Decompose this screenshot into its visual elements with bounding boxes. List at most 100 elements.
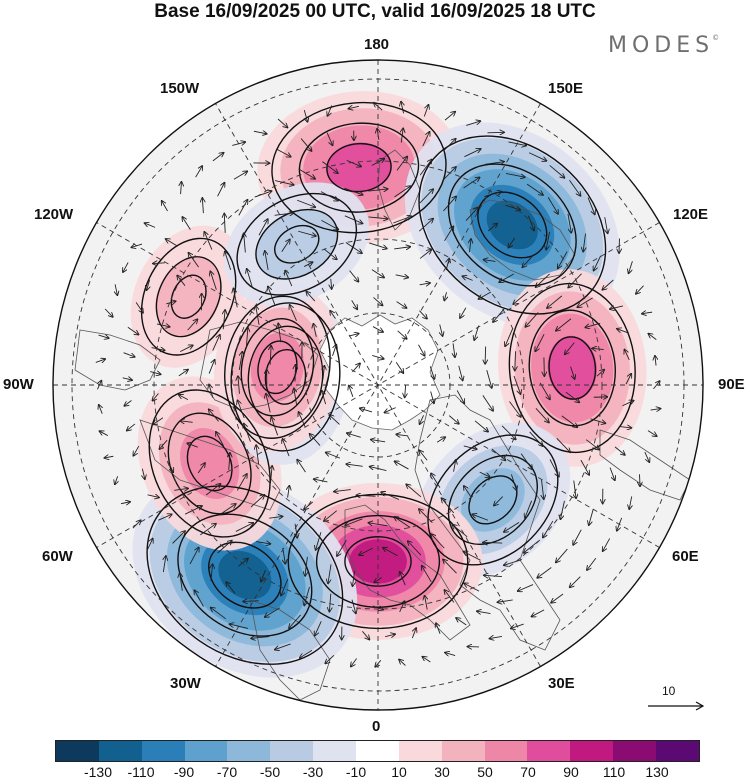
wind-arrow — [299, 412, 306, 428]
lon-label-120e: 120E — [673, 206, 709, 223]
wind-arrow — [104, 456, 114, 458]
wind-arrow — [182, 217, 191, 230]
wind-arrow — [332, 345, 337, 357]
wind-arrow — [400, 572, 406, 586]
wind-arrow — [197, 463, 205, 474]
wind-arrow — [166, 301, 175, 304]
wind-arrow — [178, 370, 188, 377]
wind-arrow — [346, 464, 363, 466]
colorbar-swatch — [313, 741, 357, 761]
isobar-line — [255, 208, 339, 280]
wind-arrow — [159, 439, 168, 449]
colorbar-tick-label: 90 — [563, 764, 579, 780]
wind-arrow — [542, 479, 544, 499]
wind-arrow — [396, 434, 409, 436]
wind-arrow — [265, 607, 281, 617]
wind-arrow — [650, 409, 661, 411]
wind-arrow — [474, 325, 480, 340]
isobar-line — [447, 163, 577, 287]
isobar-line — [298, 122, 420, 213]
wind-arrow — [147, 279, 150, 290]
lon-label-60w: 60W — [42, 548, 73, 565]
wind-arrow — [399, 601, 405, 613]
wind-arrow — [425, 596, 428, 610]
wind-arrow — [383, 548, 398, 557]
wind-arrow — [484, 192, 501, 197]
wind-arrow — [479, 291, 492, 299]
wind-arrow — [281, 240, 290, 252]
wind-arrow — [472, 514, 489, 521]
wind-arrow — [326, 452, 341, 459]
isobar-line — [468, 475, 518, 525]
wind-arrow — [629, 496, 631, 509]
wind-arrow — [594, 255, 602, 271]
wind-arrow — [551, 593, 564, 603]
wind-arrow — [443, 139, 456, 151]
wind-vectors — [95, 102, 661, 667]
wind-arrow — [225, 252, 232, 270]
isobar-line — [224, 295, 331, 439]
wind-arrow — [590, 418, 605, 423]
wind-arrow — [349, 106, 360, 108]
colorbar-swatch — [141, 741, 185, 761]
wind-arrow — [313, 324, 316, 337]
wind-arrow — [168, 462, 173, 472]
graticule — [53, 60, 703, 710]
isobar-line — [155, 256, 222, 338]
wind-arrow — [294, 388, 297, 406]
wind-arrow — [648, 334, 657, 340]
wind-arrow — [285, 271, 293, 287]
wind-arrow — [484, 260, 496, 262]
wind-arrow — [448, 415, 459, 424]
wind-arrow — [605, 217, 608, 233]
wind-arrow — [216, 432, 225, 447]
anomaly-contour — [155, 256, 222, 338]
wind-arrow — [349, 386, 354, 397]
wind-arrow — [535, 407, 549, 422]
wind-arrow — [539, 382, 550, 400]
wind-arrow — [546, 231, 551, 250]
wind-arrow — [270, 346, 271, 365]
wind-arrow — [334, 490, 351, 492]
wind-arrow — [419, 250, 431, 259]
wind-arrow — [585, 322, 601, 327]
wind-arrow — [477, 611, 491, 613]
wind-arrow — [243, 601, 259, 602]
wind-arrow — [142, 468, 144, 479]
wind-arrow — [180, 573, 183, 591]
wind-arrow — [306, 292, 316, 302]
wind-arrow — [162, 201, 168, 212]
wind-arrow — [442, 167, 455, 181]
wind-arrow — [189, 548, 199, 565]
wind-arrow — [561, 415, 577, 427]
wind-arrow — [124, 400, 132, 406]
wind-arrow — [238, 376, 240, 394]
lon-label-90w: 90W — [3, 376, 34, 393]
wind-arrow — [479, 471, 490, 477]
wind-arrow — [316, 532, 322, 550]
wind-arrow — [153, 417, 164, 425]
colorbar-tick-label: -50 — [259, 764, 281, 780]
wind-arrow — [381, 492, 400, 500]
wind-arrow — [371, 269, 384, 278]
wind-arrow — [504, 559, 523, 566]
wind-arrow — [547, 197, 558, 213]
wind-arrow — [322, 161, 337, 174]
wind-arrow — [556, 437, 570, 452]
wind-arrow — [420, 415, 424, 424]
wind-arrow — [569, 179, 580, 196]
wind-arrow — [515, 351, 516, 370]
wind-arrow — [463, 177, 480, 189]
wind-arrow — [629, 261, 633, 273]
wind-arrow — [205, 484, 220, 496]
wind-arrow — [147, 495, 159, 498]
wind-arrow — [275, 148, 291, 157]
modes-logo: MODES© — [608, 33, 719, 58]
wind-arrow — [484, 575, 502, 576]
wind-arrow — [405, 385, 406, 397]
lon-label-150e: 150E — [548, 80, 584, 97]
lon-label-0: 0 — [372, 718, 381, 735]
wind-arrow — [115, 476, 118, 484]
wind-arrow — [346, 159, 361, 166]
wind-arrow — [133, 445, 140, 456]
